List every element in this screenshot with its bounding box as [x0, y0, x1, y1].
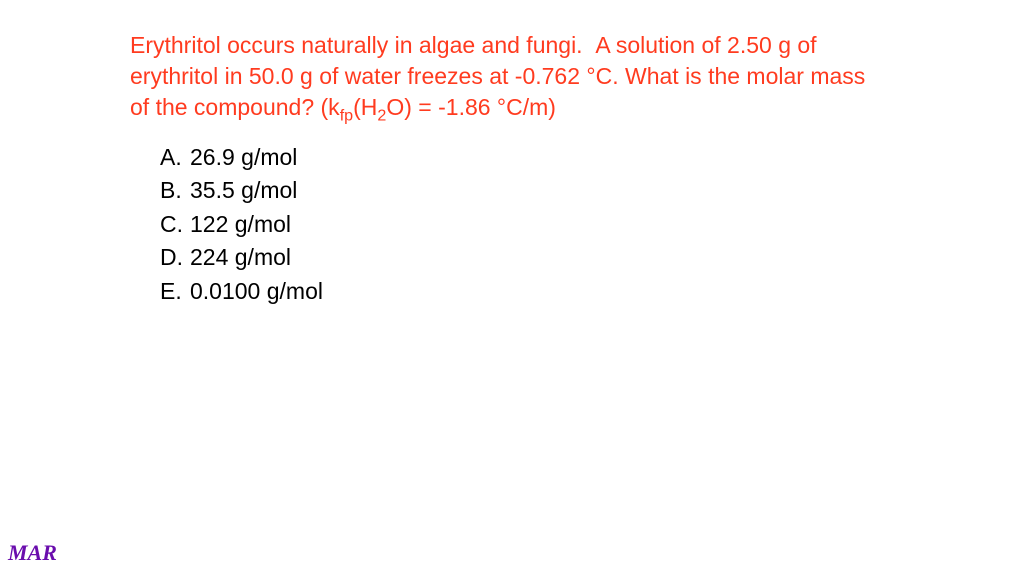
- option-letter: E.: [160, 275, 190, 308]
- option-letter: C.: [160, 208, 190, 241]
- option-letter: B.: [160, 174, 190, 207]
- option-text: 35.5 g/mol: [190, 174, 297, 207]
- option-a: A. 26.9 g/mol: [160, 141, 890, 174]
- option-c: C. 122 g/mol: [160, 208, 890, 241]
- option-text: 0.0100 g/mol: [190, 275, 323, 308]
- option-letter: A.: [160, 141, 190, 174]
- question-text: Erythritol occurs naturally in algae and…: [130, 30, 890, 123]
- slide-content: Erythritol occurs naturally in algae and…: [130, 30, 890, 308]
- option-d: D. 224 g/mol: [160, 241, 890, 274]
- option-letter: D.: [160, 241, 190, 274]
- option-e: E. 0.0100 g/mol: [160, 275, 890, 308]
- option-text: 122 g/mol: [190, 208, 291, 241]
- answer-options: A. 26.9 g/mol B. 35.5 g/mol C. 122 g/mol…: [130, 141, 890, 308]
- option-text: 224 g/mol: [190, 241, 291, 274]
- option-text: 26.9 g/mol: [190, 141, 297, 174]
- option-b: B. 35.5 g/mol: [160, 174, 890, 207]
- footer-initials: MAR: [8, 540, 57, 566]
